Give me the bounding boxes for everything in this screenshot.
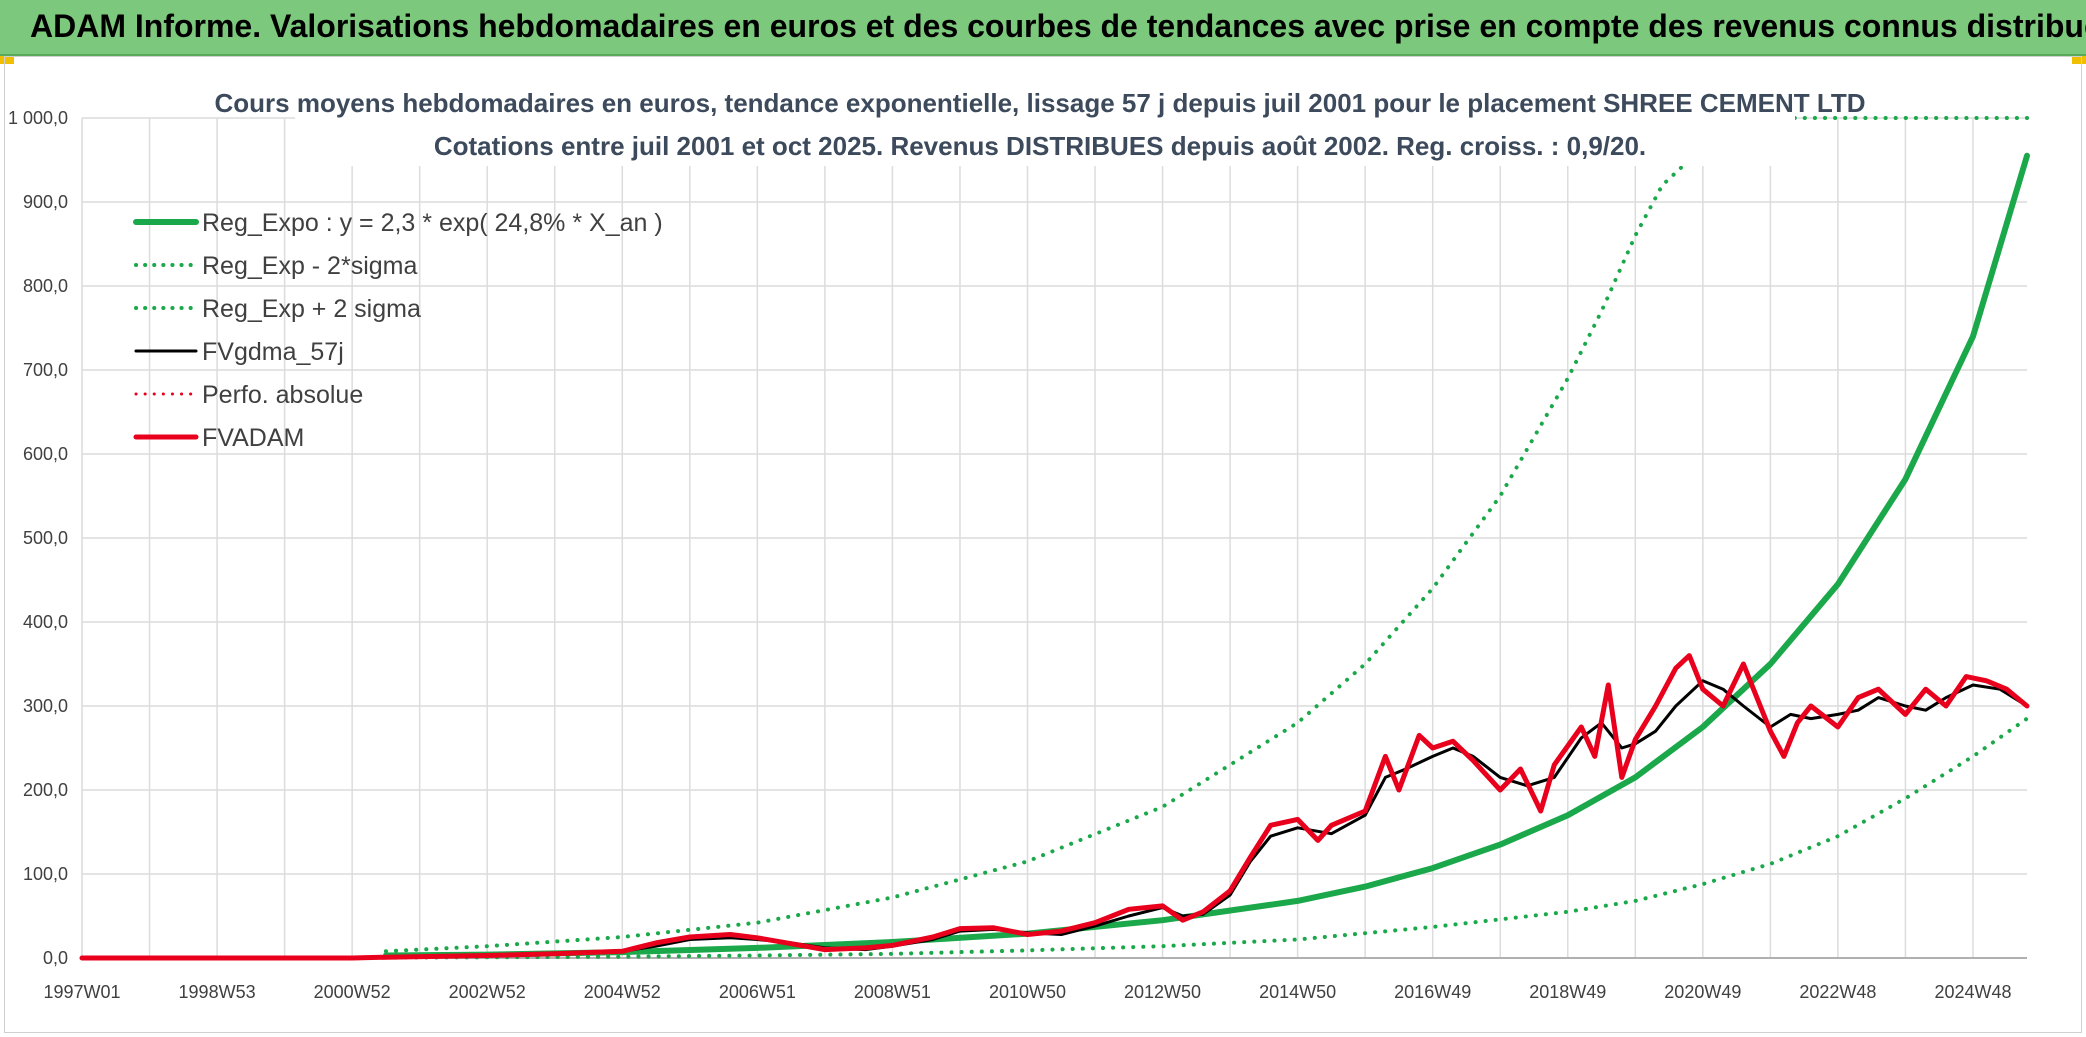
x-tick-label: 2020W49 (1664, 982, 1741, 1002)
y-tick-label: 800,0 (23, 276, 68, 296)
legend-label: FVADAM (202, 424, 304, 452)
y-tick-label: 200,0 (23, 780, 68, 800)
chart-grid (81, 117, 2027, 959)
chart-frame (4, 56, 2082, 1033)
y-tick-label: 400,0 (23, 612, 68, 632)
report-banner: ADAM Informe. Valorisations hebdomadaire… (0, 0, 2086, 56)
legend-label: Perfo. absolue (202, 381, 363, 409)
x-tick-label: 2024W48 (1934, 982, 2011, 1002)
corner-marker-top-left (0, 56, 14, 64)
title-background (295, 88, 1795, 166)
x-tick-label: 2006W51 (719, 982, 796, 1002)
chart-title: Cours moyens hebdomadaires en euros, ten… (215, 88, 1866, 118)
corner-marker-top-right (2072, 56, 2086, 64)
legend-label: Reg_Expo : y = 2,3 * exp( 24,8% * X_an ) (202, 209, 663, 237)
x-tick-label: 2022W48 (1799, 982, 1876, 1002)
legend-label: Reg_Exp - 2*sigma (202, 252, 417, 280)
x-axis-ticks: 1997W01 1998W53 2000W52 2002W52 2004W52 2006W… (43, 982, 2011, 1002)
y-tick-label: 900,0 (23, 192, 68, 212)
y-tick-label: 600,0 (23, 444, 68, 464)
chart-legend: Reg_Expo : y = 2,3 * exp( 24,8% * X_an )… (133, 209, 663, 452)
x-tick-label: 2014W50 (1259, 982, 1336, 1002)
y-tick-label: 0,0 (43, 948, 68, 968)
x-tick-label: 2016W49 (1394, 982, 1471, 1002)
x-tick-label: 2012W50 (1124, 982, 1201, 1002)
y-tick-label: 300,0 (23, 696, 68, 716)
y-tick-label: 100,0 (23, 864, 68, 884)
legend-label: Reg_Exp + 2 sigma (202, 295, 421, 323)
x-tick-label: 2004W52 (584, 982, 661, 1002)
x-tick-label: 2002W52 (449, 982, 526, 1002)
legend-label: FVgdma_57j (202, 338, 344, 366)
x-tick-label: 1998W53 (179, 982, 256, 1002)
y-axis-ticks: 0,0 100,0 200,0 300,0 400,0 500,0 600,0 700,0 80… (8, 108, 68, 968)
x-tick-label: 1997W01 (43, 982, 120, 1002)
series-line-2 (383, 116, 2029, 954)
x-tick-label: 2008W51 (854, 982, 931, 1002)
x-tick-label: 2018W49 (1529, 982, 1606, 1002)
y-tick-label: 700,0 (23, 360, 68, 380)
y-tick-label: 1 000,0 (8, 108, 68, 128)
series-line-0 (382, 152, 2030, 959)
chart-subtitle: Cotations entre juil 2001 et oct 2025. R… (434, 131, 1646, 161)
y-tick-label: 500,0 (23, 528, 68, 548)
chart-series (79, 116, 2030, 961)
series-line-4 (79, 653, 2030, 961)
x-tick-label: 2000W52 (314, 982, 391, 1002)
x-tick-label: 2010W50 (989, 982, 1066, 1002)
report-title: ADAM Informe. Valorisations hebdomadaire… (30, 8, 2086, 44)
